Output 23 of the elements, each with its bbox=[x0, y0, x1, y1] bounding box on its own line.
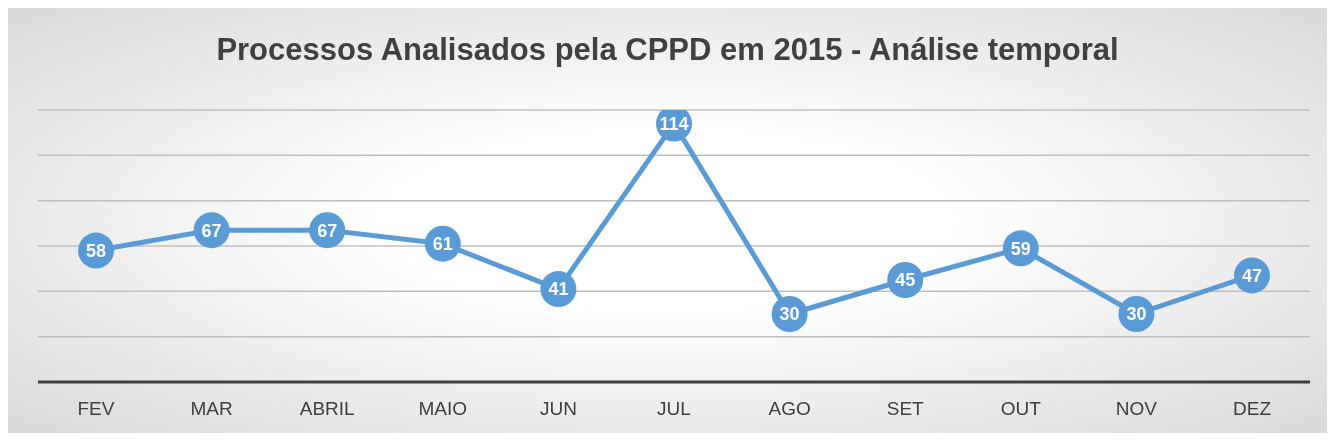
x-tick-label: MAIO bbox=[418, 398, 468, 420]
x-tick-label: DEZ bbox=[1233, 398, 1272, 420]
x-tick-label: JUL bbox=[657, 398, 691, 420]
data-label: 67 bbox=[317, 220, 338, 241]
x-tick-label: JUN bbox=[539, 398, 577, 420]
x-tick-label: AGO bbox=[768, 398, 811, 420]
data-label: 59 bbox=[1010, 238, 1031, 259]
x-tick-label: FEV bbox=[77, 398, 115, 420]
data-label: 45 bbox=[895, 270, 916, 291]
data-label: 30 bbox=[779, 304, 800, 325]
data-label: 61 bbox=[432, 234, 453, 255]
x-tick-label: NOV bbox=[1115, 398, 1158, 420]
chart-title: Processos Analisados pela CPPD em 2015 - Análise temporal bbox=[215, 32, 1120, 68]
x-tick-label: ABRIL bbox=[299, 398, 355, 420]
x-tick-label: SET bbox=[886, 398, 925, 420]
x-tick-label: MAR bbox=[190, 398, 233, 420]
x-tick-label: OUT bbox=[1000, 398, 1042, 420]
data-label: 114 bbox=[659, 113, 689, 134]
data-label: 47 bbox=[1241, 265, 1263, 286]
data-label: 58 bbox=[85, 240, 107, 261]
data-label: 67 bbox=[201, 220, 222, 241]
data-label: 30 bbox=[1126, 304, 1147, 325]
data-label: 41 bbox=[548, 279, 569, 300]
